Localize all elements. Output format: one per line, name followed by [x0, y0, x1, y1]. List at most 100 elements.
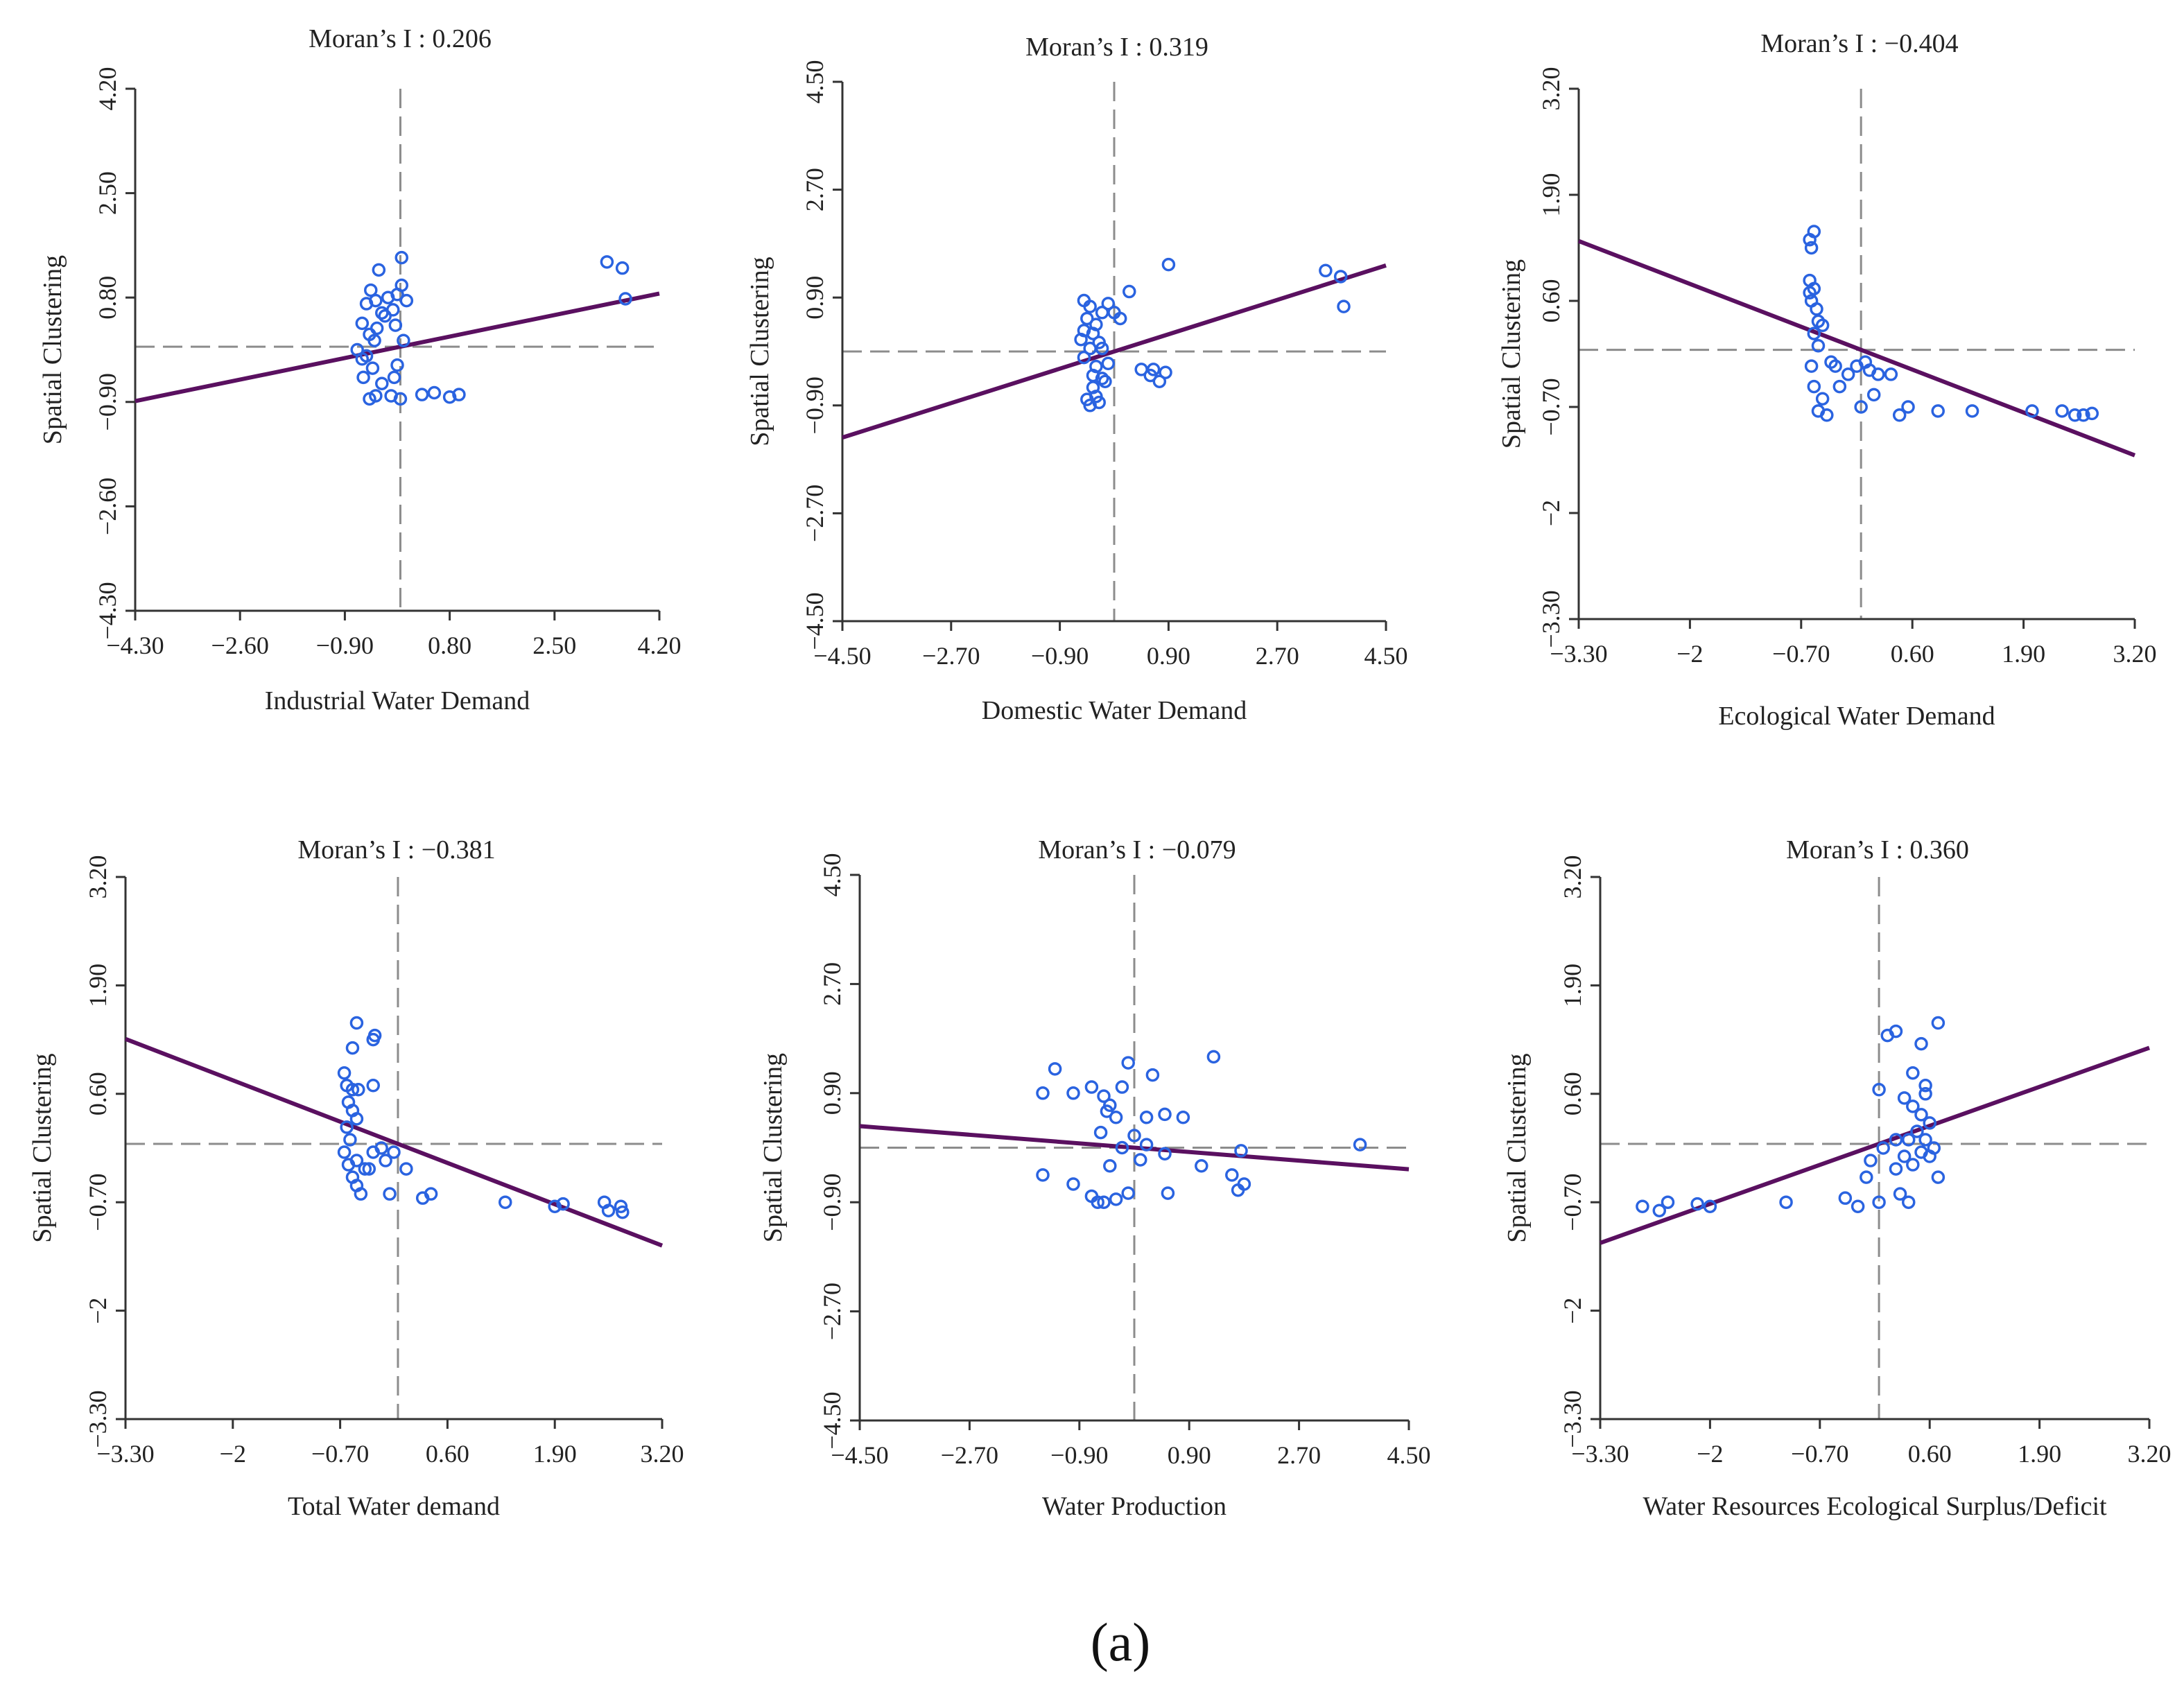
x-tick-label: 3.20	[641, 1440, 684, 1468]
data-point	[1931, 404, 1945, 418]
data-point	[1152, 374, 1167, 388]
data-point	[1901, 1133, 1916, 1147]
data-point	[1161, 1186, 1175, 1200]
scatter-panel-4: −3.30−3.30 −2 −2 −0.70 −0.70 0.60 0.60 1.90 1.90…	[28, 835, 684, 1521]
y-tick-label: 0.60	[1537, 279, 1565, 323]
y-tick-label: 1.90	[1559, 964, 1586, 1007]
y-tick-label: 3.20	[84, 855, 112, 899]
x-tick-label: 1.90	[2002, 640, 2045, 668]
data-point	[1159, 365, 1172, 380]
x-tick-label: −0.70	[1791, 1440, 1848, 1468]
x-tick-label: 0.90	[1168, 1441, 1211, 1469]
data-point	[1139, 1138, 1154, 1151]
x-tick-label: −2	[220, 1440, 246, 1468]
data-point	[1884, 367, 1898, 381]
y-tick-label: 2.70	[818, 962, 846, 1006]
data-point	[614, 1199, 628, 1213]
data-point	[383, 1187, 397, 1201]
x-tick-label: −3.30	[1571, 1440, 1629, 1468]
data-point	[1089, 390, 1103, 403]
x-tick-label: −0.90	[1050, 1441, 1108, 1469]
data-point	[615, 261, 630, 275]
data-point	[1195, 1158, 1208, 1173]
data-point	[345, 1083, 360, 1097]
scatter-panel-5: −4.50−4.50 −2.70 −2.70 −0.90 −0.90 0.90 0.90 2.…	[759, 835, 1431, 1521]
data-point	[1115, 1080, 1129, 1094]
y-axis-label: Spatial Clustering	[759, 1053, 788, 1242]
data-point	[349, 1016, 364, 1030]
y-axis-label: Spatial Clustering	[1497, 259, 1526, 449]
data-point	[1872, 1083, 1886, 1097]
regression-line	[842, 263, 1387, 440]
data-point	[1652, 1203, 1667, 1217]
data-point	[1093, 1125, 1108, 1140]
x-tick-label: 0.90	[1147, 642, 1190, 670]
data-point	[1914, 1036, 1928, 1051]
data-point	[616, 1205, 630, 1219]
x-tick-label: 3.20	[2113, 640, 2157, 668]
x-tick-label: 4.50	[1387, 1441, 1431, 1469]
data-point	[1810, 302, 1823, 316]
data-point	[387, 370, 401, 385]
x-tick-label: −2.70	[922, 642, 980, 670]
data-point	[1115, 1140, 1129, 1155]
y-tick-label: 3.20	[1559, 855, 1586, 899]
y-tick-label: −3.30	[1559, 1390, 1586, 1448]
data-point	[1146, 363, 1161, 376]
x-tick-label: 4.20	[638, 632, 682, 659]
y-tick-label: −4.30	[94, 582, 121, 639]
data-point	[374, 1141, 388, 1155]
data-point	[1661, 1195, 1675, 1209]
y-axis-label: Spatial Clustering	[38, 255, 67, 444]
y-tick-label: −2	[84, 1297, 112, 1323]
y-tick-label: 0.90	[818, 1071, 846, 1115]
y-tick-label: −4.50	[801, 592, 829, 650]
data-point	[388, 318, 403, 332]
data-point	[1906, 1158, 1920, 1172]
data-point	[1084, 1080, 1099, 1094]
data-point	[1838, 1191, 1853, 1205]
data-point	[1901, 1195, 1916, 1209]
data-point	[343, 1133, 357, 1147]
x-tick-label: 4.50	[1364, 642, 1408, 670]
data-point	[1101, 297, 1116, 311]
y-tick-label: −3.30	[1537, 590, 1565, 648]
y-axis-label: Spatial Clustering	[745, 257, 774, 446]
data-point	[337, 1145, 352, 1159]
y-tick-label: 0.60	[1559, 1072, 1586, 1115]
chart-title: Moran’s I : −0.381	[297, 835, 495, 864]
data-point	[2077, 408, 2090, 422]
figure-caption: (a)	[1091, 1612, 1151, 1672]
data-point	[1824, 355, 1838, 370]
regression-line	[135, 291, 660, 403]
data-point	[1807, 327, 1821, 340]
x-tick-label: −3.30	[96, 1440, 154, 1468]
data-point	[375, 376, 389, 390]
data-point	[355, 316, 370, 331]
data-point	[1864, 1154, 1878, 1167]
data-point	[1815, 392, 1830, 406]
chart-title: Moran’s I : 0.206	[309, 24, 492, 53]
data-point	[358, 1162, 372, 1176]
y-tick-label: −2.60	[94, 478, 121, 535]
data-point	[345, 1041, 360, 1055]
x-axis-label: Ecological Water Demand	[1718, 702, 1995, 731]
data-point	[1101, 356, 1116, 371]
data-point	[372, 263, 386, 277]
data-point	[390, 358, 404, 372]
x-tick-label: 2.70	[1256, 642, 1299, 670]
regression-line	[124, 1036, 664, 1248]
data-point	[352, 1083, 365, 1097]
chart-title: Moran’s I : −0.404	[1760, 29, 1958, 58]
data-point	[354, 1187, 368, 1201]
data-point	[399, 293, 414, 308]
y-tick-label: 4.50	[801, 60, 829, 104]
data-point	[618, 292, 632, 306]
y-tick-label: 3.20	[1537, 67, 1565, 111]
data-point	[1095, 341, 1109, 356]
chart-title: Moran’s I : 0.360	[1786, 835, 1969, 864]
data-point	[499, 1195, 512, 1209]
data-point	[424, 1187, 438, 1201]
x-tick-label: 0.60	[1908, 1440, 1952, 1468]
y-tick-label: −0.70	[84, 1174, 112, 1231]
